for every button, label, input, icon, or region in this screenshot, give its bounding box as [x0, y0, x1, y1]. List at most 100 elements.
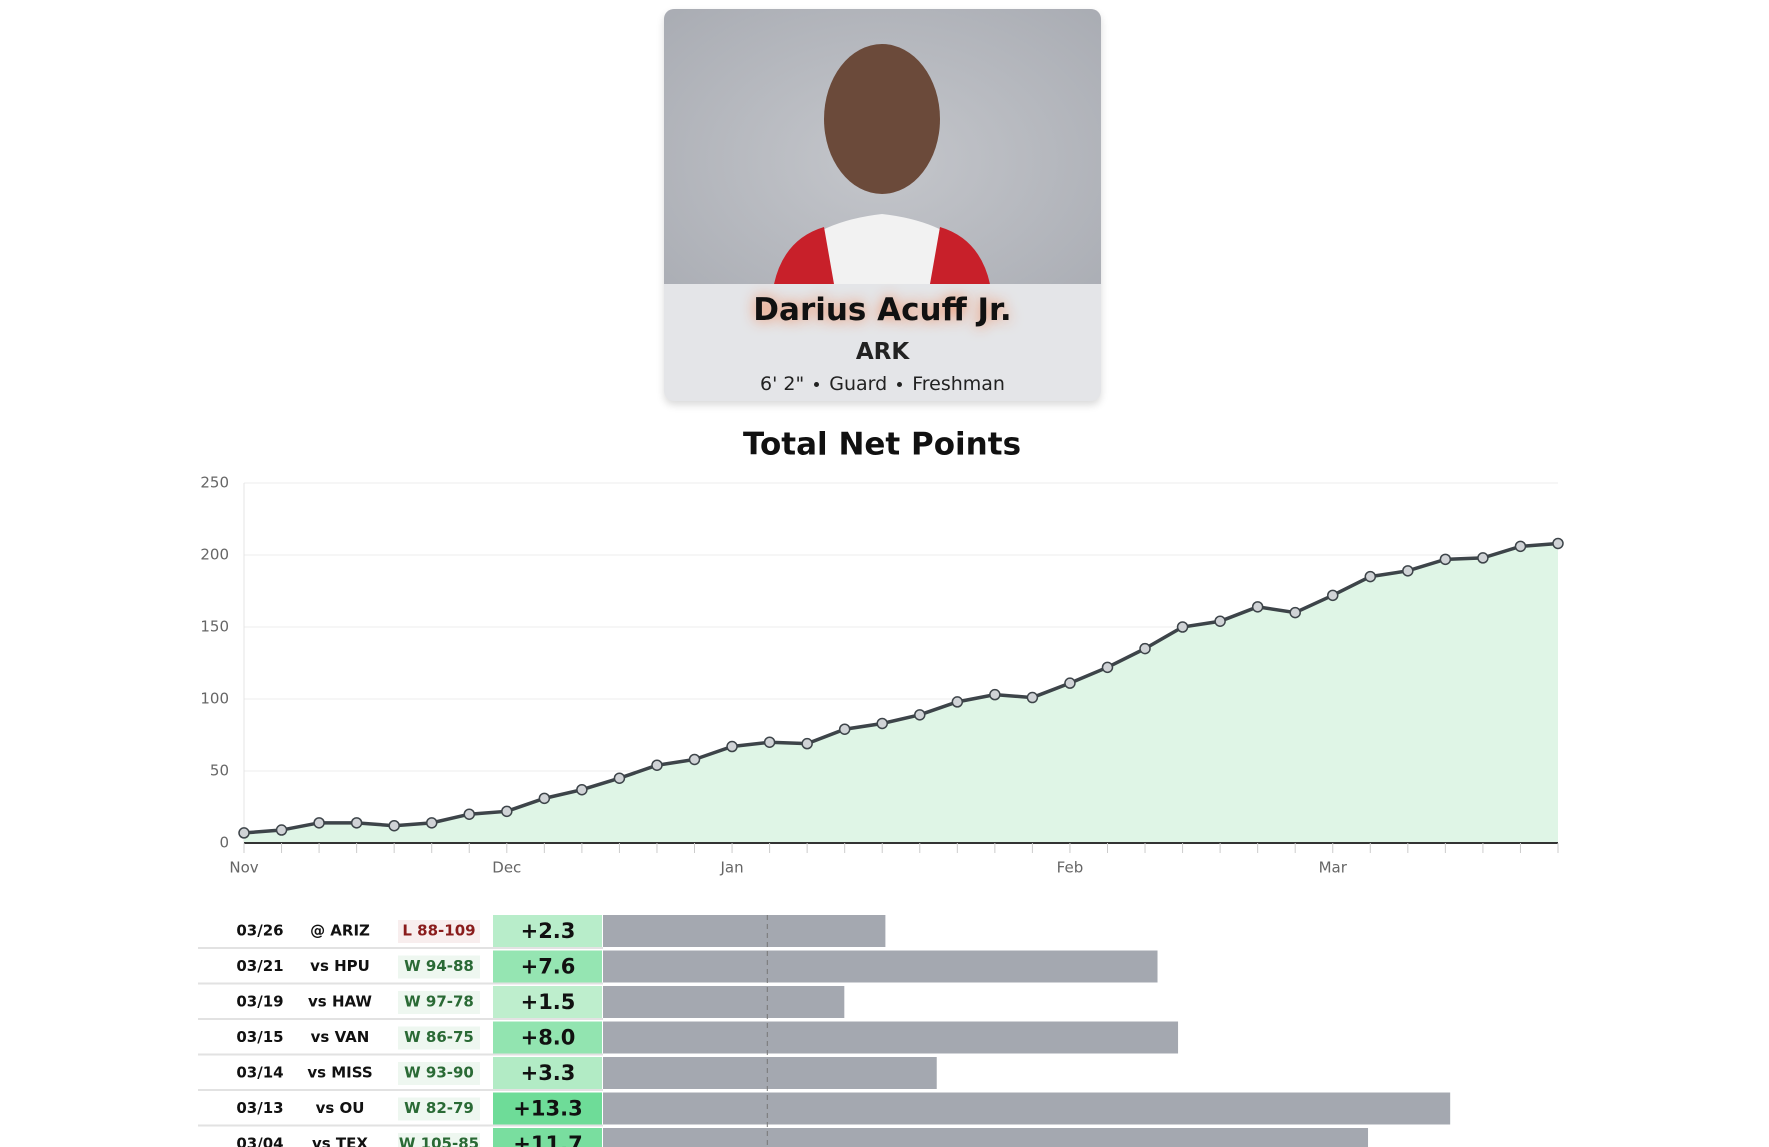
value-bar	[603, 1092, 1451, 1125]
player-info: 6' 2" Guard Freshman	[664, 373, 1101, 395]
y-tick-label: 150	[200, 618, 229, 636]
point	[388, 819, 400, 832]
point	[989, 688, 1001, 701]
player-name: Darius Acuff Jr.	[753, 292, 1012, 328]
result-background	[398, 991, 480, 1014]
point	[238, 827, 250, 839]
row-background	[198, 986, 603, 1018]
point	[1477, 552, 1489, 564]
y-tick-label: 250	[200, 474, 229, 492]
player-card: Darius Acuff Jr. ARK 6' 2" Guard Freshman	[664, 9, 1101, 401]
value-cell	[493, 1092, 602, 1125]
game-date: 03/19	[236, 993, 283, 1011]
x-tick-label: Feb	[1057, 859, 1084, 877]
point	[838, 723, 851, 735]
game-date: 03/14	[236, 1064, 283, 1082]
point	[501, 805, 513, 818]
game-date: 03/26	[236, 922, 283, 940]
game-date: 03/15	[236, 1028, 283, 1046]
point	[1214, 615, 1226, 627]
point	[726, 740, 738, 753]
game-opponent: @ ARIZ	[310, 922, 370, 940]
value-label: +13.3	[513, 1097, 582, 1121]
value-bar	[603, 1057, 937, 1089]
player-height: 6' 2"	[760, 373, 805, 395]
chart-title: Total Net Points	[743, 427, 1021, 463]
photo-silhouette	[774, 44, 990, 284]
point	[914, 709, 926, 721]
point	[1289, 606, 1301, 619]
player-photo	[664, 9, 1101, 284]
point	[1101, 661, 1114, 674]
value-cell	[493, 1021, 602, 1054]
point	[313, 817, 325, 829]
result-background	[398, 920, 480, 943]
y-tick-label: 50	[210, 762, 229, 780]
game-result: W 97-78	[404, 993, 474, 1011]
value-cell	[493, 915, 602, 947]
game-date: 03/04	[236, 1135, 283, 1147]
point	[1402, 565, 1414, 577]
row-background	[198, 1092, 603, 1125]
row-background	[198, 1021, 603, 1054]
y-tick-label: 200	[200, 546, 229, 564]
value-bar	[603, 915, 886, 947]
point	[1026, 691, 1039, 704]
point	[1552, 537, 1564, 550]
point	[801, 737, 813, 750]
value-label: +2.3	[521, 919, 576, 943]
point	[951, 696, 964, 708]
point	[350, 817, 363, 829]
game-opponent: vs VAN	[311, 1028, 370, 1046]
point	[1176, 621, 1189, 633]
point	[688, 753, 701, 766]
player-position: Guard	[829, 373, 888, 395]
result-background	[398, 1097, 480, 1121]
game-opponent: vs OU	[316, 1099, 365, 1117]
point	[576, 783, 588, 796]
game-result: W 105-85	[399, 1135, 479, 1147]
game-date: 03/21	[236, 957, 283, 975]
line	[243, 541, 1559, 835]
value-cell	[493, 1128, 602, 1147]
value-label: +1.5	[521, 990, 576, 1014]
point	[651, 759, 663, 771]
point	[613, 772, 626, 784]
point	[275, 824, 288, 836]
game-result: W 94-88	[404, 957, 474, 975]
game-opponent: vs HPU	[310, 957, 370, 975]
value-bar	[603, 950, 1158, 983]
game-date: 03/13	[236, 1099, 283, 1117]
separator	[814, 382, 820, 387]
value-label: +11.7	[513, 1132, 582, 1147]
result-background	[398, 1062, 480, 1085]
point	[1514, 540, 1527, 553]
value-label: +3.3	[521, 1061, 576, 1085]
game-result: W 86-75	[404, 1028, 474, 1046]
value-cell	[493, 1057, 602, 1089]
result-background	[398, 1026, 480, 1050]
game-result: W 82-79	[404, 1099, 474, 1117]
value-bar	[603, 986, 845, 1018]
row-background	[198, 915, 603, 947]
point	[1326, 589, 1339, 602]
x-tick-label: Mar	[1319, 859, 1348, 877]
game-opponent: vs MISS	[307, 1064, 372, 1082]
game-opponent: vs HAW	[308, 993, 372, 1011]
point	[425, 817, 438, 829]
x-tick-label: Nov	[229, 859, 258, 877]
value-bar	[603, 1021, 1179, 1054]
point	[463, 808, 476, 820]
area	[244, 543, 1558, 843]
separator	[897, 382, 903, 387]
point	[538, 792, 551, 805]
game-result: L 88-109	[402, 922, 475, 940]
point	[1251, 601, 1264, 613]
result-background	[398, 955, 480, 979]
row-background	[198, 1057, 603, 1089]
player-class: Freshman	[912, 373, 1005, 395]
x-tick-label: Jan	[719, 859, 743, 877]
row-background	[198, 950, 603, 983]
player-team: ARK	[855, 339, 910, 365]
